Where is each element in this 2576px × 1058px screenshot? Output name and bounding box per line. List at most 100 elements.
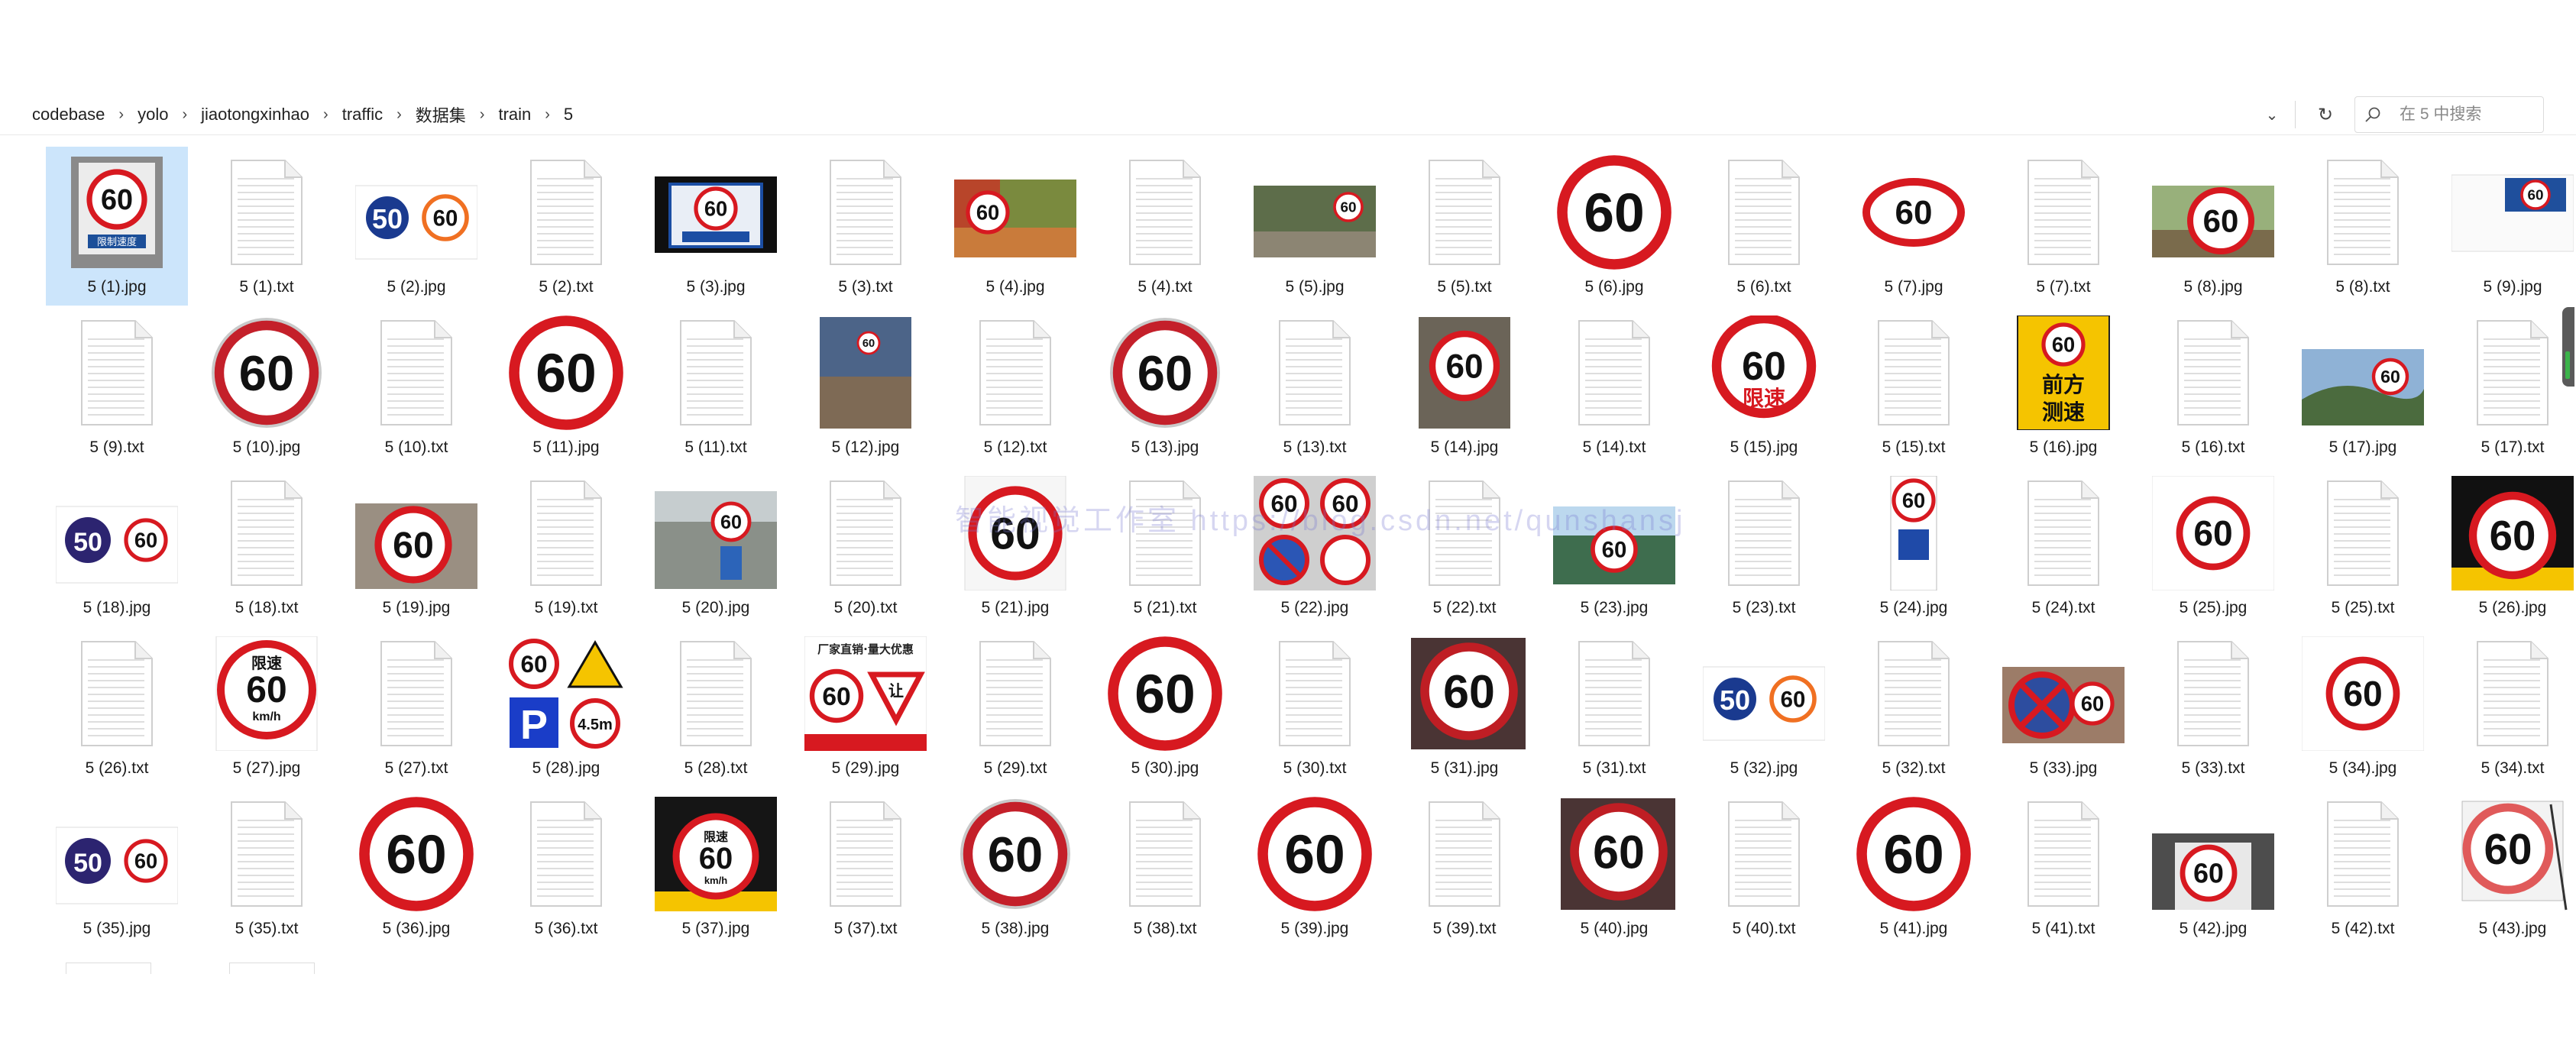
file-item-txt[interactable]: 5 (26).txt — [46, 628, 188, 787]
breadcrumb-separator-icon[interactable]: › — [323, 105, 328, 123]
partial-file-icon[interactable] — [229, 963, 315, 974]
file-item-jpg[interactable]: 60 5 (7).jpg — [1843, 147, 1985, 306]
file-item-txt[interactable]: 5 (18).txt — [196, 468, 338, 626]
file-item-jpg[interactable]: 60 5 (42).jpg — [2142, 788, 2284, 947]
file-item-txt[interactable]: 5 (38).txt — [1094, 788, 1236, 947]
file-item-txt[interactable]: 5 (8).txt — [2292, 147, 2434, 306]
file-item-jpg[interactable]: 60 60 5 (22).jpg — [1244, 468, 1386, 626]
file-item-txt[interactable]: 5 (32).txt — [1843, 628, 1985, 787]
file-item-txt[interactable]: 5 (10).txt — [345, 307, 487, 466]
file-item-jpg[interactable]: 60 前方 测速 5 (16).jpg — [1992, 307, 2134, 466]
file-item-jpg[interactable]: 60 5 (20).jpg — [645, 468, 787, 626]
file-item-jpg[interactable]: 60 5 (4).jpg — [944, 147, 1086, 306]
refresh-icon[interactable]: ↻ — [2317, 104, 2334, 125]
file-item-jpg[interactable]: 50 60 5 (32).jpg — [1693, 628, 1835, 787]
file-item-txt[interactable]: 5 (24).txt — [1992, 468, 2134, 626]
file-item-jpg[interactable]: 60 限速 5 (15).jpg — [1693, 307, 1835, 466]
file-item-txt[interactable]: 5 (37).txt — [794, 788, 937, 947]
search-input[interactable] — [2398, 105, 2531, 125]
file-item-txt[interactable]: 5 (12).txt — [944, 307, 1086, 466]
file-item-jpg[interactable]: 60 5 (3).jpg — [645, 147, 787, 306]
file-item-jpg[interactable]: 50 60 5 (18).jpg — [46, 468, 188, 626]
file-item-jpg[interactable]: 60 5 (24).jpg — [1843, 468, 1985, 626]
file-item-txt[interactable]: 5 (39).txt — [1393, 788, 1536, 947]
file-item-jpg[interactable]: 60 5 (38).jpg — [944, 788, 1086, 947]
file-item-txt[interactable]: 5 (5).txt — [1393, 147, 1536, 306]
file-item-jpg[interactable]: 60 5 (13).jpg — [1094, 307, 1236, 466]
file-item-txt[interactable]: 5 (6).txt — [1693, 147, 1835, 306]
file-item-jpg[interactable]: 60 5 (21).jpg — [944, 468, 1086, 626]
file-item-txt[interactable]: 5 (30).txt — [1244, 628, 1386, 787]
file-item-jpg[interactable]: 60 5 (36).jpg — [345, 788, 487, 947]
file-item-jpg[interactable]: 60 5 (10).jpg — [196, 307, 338, 466]
breadcrumb-item[interactable]: traffic — [341, 105, 383, 124]
file-item-jpg[interactable]: 60 5 (6).jpg — [1543, 147, 1685, 306]
file-item-jpg[interactable]: 60 5 (34).jpg — [2292, 628, 2434, 787]
file-item-txt[interactable]: 5 (40).txt — [1693, 788, 1835, 947]
file-item-jpg[interactable]: 60 5 (40).jpg — [1543, 788, 1685, 947]
file-item-jpg[interactable]: 60 5 (12).jpg — [794, 307, 937, 466]
breadcrumb-separator-icon[interactable]: › — [545, 105, 550, 123]
file-item-txt[interactable]: 5 (19).txt — [495, 468, 637, 626]
file-item-txt[interactable]: 5 (23).txt — [1693, 468, 1835, 626]
breadcrumb-item[interactable]: codebase — [32, 105, 105, 124]
file-item-jpg[interactable]: 60 5 (5).jpg — [1244, 147, 1386, 306]
file-item-txt[interactable]: 5 (7).txt — [1992, 147, 2134, 306]
file-item-jpg[interactable]: 60 P 4.5m 5 (28).jpg — [495, 628, 637, 787]
file-item-txt[interactable]: 5 (42).txt — [2292, 788, 2434, 947]
file-item-jpg[interactable]: 60 5 (41).jpg — [1843, 788, 1985, 947]
file-item-jpg[interactable]: 60 5 (17).jpg — [2292, 307, 2434, 466]
file-item-jpg[interactable]: 50 60 5 (2).jpg — [345, 147, 487, 306]
file-item-txt[interactable]: 5 (31).txt — [1543, 628, 1685, 787]
file-item-txt[interactable]: 5 (15).txt — [1843, 307, 1985, 466]
file-item-txt[interactable]: 5 (3).txt — [794, 147, 937, 306]
breadcrumb-item[interactable]: jiaotongxinhao — [201, 105, 310, 124]
file-item-txt[interactable]: 5 (17).txt — [2442, 307, 2576, 466]
file-item-jpg[interactable]: 60 5 (19).jpg — [345, 468, 487, 626]
breadcrumb-item[interactable]: yolo — [138, 105, 169, 124]
breadcrumb-item[interactable]: train — [498, 105, 532, 124]
file-item-txt[interactable]: 5 (20).txt — [794, 468, 937, 626]
partial-file-icon[interactable] — [66, 963, 151, 974]
file-item-txt[interactable]: 5 (13).txt — [1244, 307, 1386, 466]
file-item-txt[interactable]: 5 (22).txt — [1393, 468, 1536, 626]
file-item-jpg[interactable]: 60 5 (23).jpg — [1543, 468, 1685, 626]
file-item-txt[interactable]: 5 (34).txt — [2442, 628, 2576, 787]
file-item-jpg[interactable]: 60 5 (26).jpg — [2442, 468, 2576, 626]
file-item-txt[interactable]: 5 (1).txt — [196, 147, 338, 306]
file-item-txt[interactable]: 5 (41).txt — [1992, 788, 2134, 947]
file-item-jpg[interactable]: 60 5 (31).jpg — [1393, 628, 1536, 787]
file-item-jpg[interactable]: 60 5 (25).jpg — [2142, 468, 2284, 626]
file-item-jpg[interactable]: 60 5 (39).jpg — [1244, 788, 1386, 947]
file-item-jpg[interactable]: 60 5 (8).jpg — [2142, 147, 2284, 306]
file-item-txt[interactable]: 5 (21).txt — [1094, 468, 1236, 626]
file-item-jpg[interactable]: 60 5 (43).jpg — [2442, 788, 2576, 947]
file-item-jpg[interactable]: 60 5 (14).jpg — [1393, 307, 1536, 466]
scrollbar-thumb[interactable] — [2562, 307, 2574, 387]
breadcrumb-item[interactable]: 数据集 — [415, 106, 466, 125]
file-item-txt[interactable]: 5 (36).txt — [495, 788, 637, 947]
breadcrumb-separator-icon[interactable]: › — [479, 105, 485, 123]
file-item-txt[interactable]: 5 (28).txt — [645, 628, 787, 787]
file-item-txt[interactable]: 5 (25).txt — [2292, 468, 2434, 626]
file-item-jpg[interactable]: 限速 60 km/h 5 (27).jpg — [196, 628, 338, 787]
file-item-txt[interactable]: 5 (33).txt — [2142, 628, 2284, 787]
breadcrumb-separator-icon[interactable]: › — [182, 105, 188, 123]
file-item-txt[interactable]: 5 (16).txt — [2142, 307, 2284, 466]
breadcrumb-item[interactable]: 5 — [563, 105, 574, 124]
file-item-txt[interactable]: 5 (9).txt — [46, 307, 188, 466]
file-item-txt[interactable]: 5 (29).txt — [944, 628, 1086, 787]
breadcrumb-separator-icon[interactable]: › — [118, 105, 125, 123]
file-item-jpg[interactable]: 60 5 (30).jpg — [1094, 628, 1236, 787]
file-item-txt[interactable]: 5 (4).txt — [1094, 147, 1236, 306]
file-item-jpg[interactable]: 50 60 5 (35).jpg — [46, 788, 188, 947]
file-item-txt[interactable]: 5 (11).txt — [645, 307, 787, 466]
file-item-txt[interactable]: 5 (27).txt — [345, 628, 487, 787]
file-item-txt[interactable]: 5 (14).txt — [1543, 307, 1685, 466]
file-item-jpg[interactable]: 限速 60 km/h 5 (37).jpg — [645, 788, 787, 947]
file-item-jpg[interactable]: 60 限制速度 5 (1).jpg — [46, 147, 188, 306]
file-item-jpg[interactable]: 60 5 (33).jpg — [1992, 628, 2134, 787]
breadcrumb-separator-icon[interactable]: › — [396, 105, 402, 123]
history-dropdown-icon[interactable]: ⌄ — [2265, 106, 2279, 124]
file-item-jpg[interactable]: 厂家直销·量大优惠 60 让 5 (29).jpg — [794, 628, 937, 787]
